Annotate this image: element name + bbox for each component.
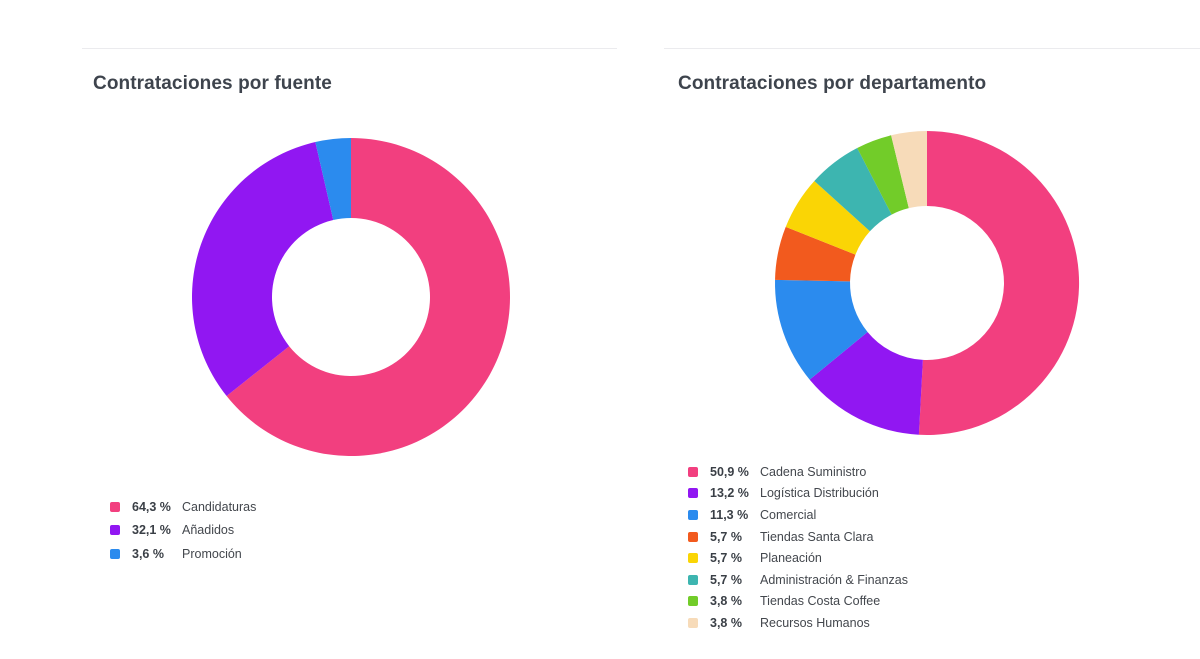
legend-swatch-icon <box>688 617 698 628</box>
legend-swatch-icon <box>110 525 120 536</box>
legend-item: 13,2 % Logística Distribución <box>688 483 908 505</box>
donut-segment-0[interactable] <box>226 138 511 456</box>
donut-segment-4[interactable] <box>785 180 870 255</box>
legend-percent: 32,1 % <box>132 523 171 538</box>
legend-percent: 3,6 % <box>132 546 164 561</box>
legend-swatch-icon <box>110 501 120 512</box>
legend-item: 32,1 % Añadidos <box>110 519 256 543</box>
donut-segment-2[interactable] <box>315 138 351 221</box>
legend-item: 11,3 % Comercial <box>688 504 908 526</box>
donut-segment-7[interactable] <box>891 131 927 209</box>
legend-percent: 13,2 % <box>710 486 749 501</box>
legend-item: 3,8 % Tiendas Costa Coffee <box>688 591 908 613</box>
legend-label: Promoción <box>182 546 242 561</box>
donut-segment-5[interactable] <box>814 147 892 232</box>
donut-chart-fuente <box>192 138 511 456</box>
card-top-divider <box>664 48 1200 49</box>
legend-swatch-icon <box>688 553 698 564</box>
donut-segment-1[interactable] <box>809 331 923 435</box>
chart-title-fuente: Contrataciones por fuente <box>93 73 332 94</box>
legend-label: Comercial <box>760 507 817 522</box>
legend-percent: 5,7 % <box>710 529 742 544</box>
legend-label: Recursos Humanos <box>760 615 870 630</box>
chart-title-departamento: Contrataciones por departamento <box>678 73 987 94</box>
donut-segment-2[interactable] <box>774 279 868 380</box>
legend-swatch-icon <box>688 596 698 607</box>
legend-label: Cadena Suministro <box>760 464 867 479</box>
legend-percent: 64,3 % <box>132 499 171 514</box>
legend-label: Logística Distribución <box>760 486 879 501</box>
legend-item: 50,9 % Cadena Suministro <box>688 461 908 483</box>
legend-departamento: 50,9 % Cadena Suministro 13,2 % Logística D… <box>688 461 908 634</box>
legend-label: Añadidos <box>182 523 235 538</box>
legend-swatch-icon <box>688 574 698 585</box>
legend-label: Planeación <box>760 551 822 566</box>
legend-percent: 50,9 % <box>710 464 749 479</box>
legend-percent: 11,3 % <box>710 507 749 522</box>
legend-item: 3,8 % Recursos Humanos <box>688 612 908 634</box>
legend-swatch-icon <box>688 531 698 542</box>
legend-swatch-icon <box>688 466 698 477</box>
donut-chart-departamento <box>774 130 1080 435</box>
legend-label: Tiendas Santa Clara <box>760 529 874 544</box>
donut-segment-1[interactable] <box>192 142 334 397</box>
legend-fuente: 64,3 % Candidaturas 32,1 % Añadidos 3,6 % Pro… <box>110 495 256 566</box>
legend-item: 3,6 % Promoción <box>110 542 256 566</box>
legend-item: 5,7 % Tiendas Santa Clara <box>688 526 908 548</box>
legend-label: Candidaturas <box>182 499 257 514</box>
legend-item: 64,3 % Candidaturas <box>110 495 256 519</box>
legend-item: 5,7 % Administración & Finanzas <box>688 569 908 591</box>
legend-item: 5,7 % Planeación <box>688 547 908 569</box>
legend-percent: 5,7 % <box>710 551 742 566</box>
legend-percent: 5,7 % <box>710 572 742 587</box>
legend-percent: 3,8 % <box>710 615 742 630</box>
legend-swatch-icon <box>688 509 698 520</box>
legend-label: Administración & Finanzas <box>760 572 908 587</box>
legend-percent: 3,8 % <box>710 594 742 609</box>
legend-label: Tiendas Costa Coffee <box>760 594 881 609</box>
card-top-divider <box>82 48 617 49</box>
donut-segment-6[interactable] <box>857 135 909 215</box>
legend-swatch-icon <box>688 488 698 499</box>
donut-segment-0[interactable] <box>918 130 1080 435</box>
donut-segment-3[interactable] <box>775 226 856 282</box>
legend-swatch-icon <box>110 548 120 559</box>
